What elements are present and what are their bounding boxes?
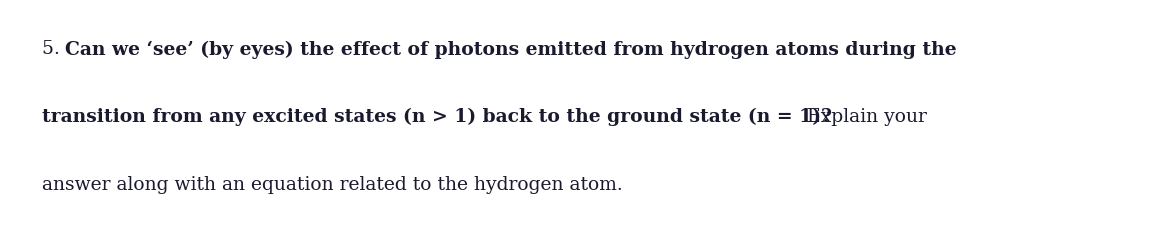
Text: Can we ‘see’ (by eyes) the effect of photons emitted from hydrogen atoms during : Can we ‘see’ (by eyes) the effect of pho… [65, 40, 957, 59]
Text: Explain your: Explain your [801, 108, 927, 126]
Text: 5.: 5. [42, 40, 66, 58]
Text: answer along with an equation related to the hydrogen atom.: answer along with an equation related to… [42, 176, 624, 194]
Text: transition from any excited states (n > 1) back to the ground state (n = 1)?: transition from any excited states (n > … [42, 108, 832, 126]
